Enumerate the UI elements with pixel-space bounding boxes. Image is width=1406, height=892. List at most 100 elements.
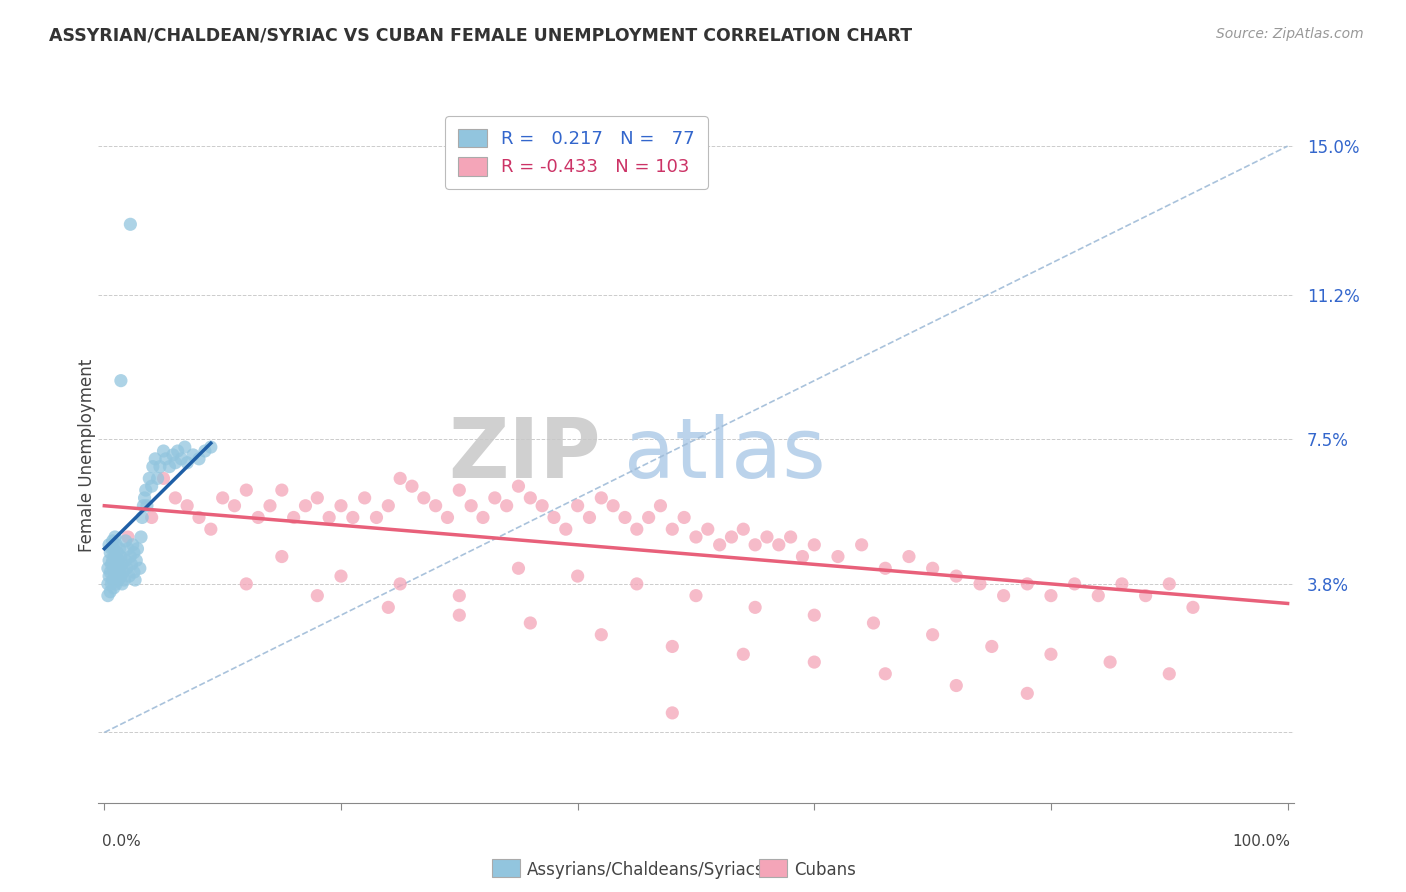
Point [259,499,281,513]
Point [97,589,120,603]
Point [696,522,718,536]
Point [803,655,825,669]
Point [176,456,198,470]
Point [436,510,458,524]
Point [508,561,530,575]
Legend: R =   0.217   N =   77, R = -0.433   N = 103: R = 0.217 N = 77, R = -0.433 N = 103 [446,116,707,189]
Point [543,510,565,524]
Point [135,483,157,497]
Point [98,565,121,579]
Point [353,491,375,505]
Point [270,483,292,497]
Point [661,706,683,720]
Point [412,491,434,505]
Point [1017,577,1039,591]
Point [591,628,613,642]
Point [449,589,471,603]
Point [1099,655,1122,669]
Point [104,549,127,564]
Point [114,553,136,567]
Point [176,499,198,513]
Point [449,608,471,623]
Point [366,510,388,524]
Point [194,444,217,458]
Point [141,479,163,493]
Point [567,499,589,513]
Point [342,510,364,524]
Point [103,541,125,556]
Point [921,628,943,642]
Point [127,541,149,556]
Point [125,553,148,567]
Point [98,569,121,583]
Point [235,577,257,591]
Point [122,546,145,560]
Point [110,374,132,388]
Point [614,510,637,524]
Point [1159,577,1181,591]
Point [166,444,188,458]
Point [170,451,193,466]
Point [733,522,755,536]
Point [1159,666,1181,681]
Point [108,561,131,575]
Point [733,647,755,661]
Point [661,522,683,536]
Point [200,440,222,454]
Point [136,499,159,513]
Point [121,558,143,572]
Point [105,558,128,572]
Point [105,546,128,560]
Point [294,499,316,513]
Point [100,541,122,556]
Point [142,459,165,474]
Point [1181,600,1204,615]
Point [100,577,122,591]
Point [768,538,790,552]
Point [100,558,122,572]
Point [247,510,270,524]
Point [401,479,423,493]
Point [104,569,127,583]
Point [460,499,482,513]
Text: ZIP: ZIP [449,415,600,495]
Point [283,510,305,524]
Point [1039,647,1062,661]
Point [945,569,967,583]
Point [188,510,211,524]
Point [519,615,541,630]
Point [98,584,121,599]
Point [122,565,145,579]
Point [307,589,329,603]
Point [107,553,129,567]
Point [377,600,399,615]
Point [945,679,967,693]
Text: Assyrians/Chaldeans/Syriacs: Assyrians/Chaldeans/Syriacs [527,861,765,879]
Point [128,561,150,575]
Point [132,499,155,513]
Point [235,483,257,497]
Text: Cubans: Cubans [794,861,856,879]
Point [211,491,233,505]
Point [105,538,128,552]
Point [152,444,174,458]
Text: 0.0%: 0.0% [103,834,141,849]
Point [114,533,136,548]
Point [980,640,1002,654]
Point [105,565,128,579]
Point [120,549,142,564]
Point [110,569,132,583]
Point [224,499,246,513]
Point [685,530,707,544]
Point [685,589,707,603]
Point [97,561,120,575]
Point [111,558,134,572]
Point [115,561,138,575]
Point [425,499,447,513]
Point [484,491,506,505]
Point [129,530,152,544]
Point [270,549,292,564]
Point [155,451,177,466]
Point [330,499,353,513]
Point [114,573,136,587]
